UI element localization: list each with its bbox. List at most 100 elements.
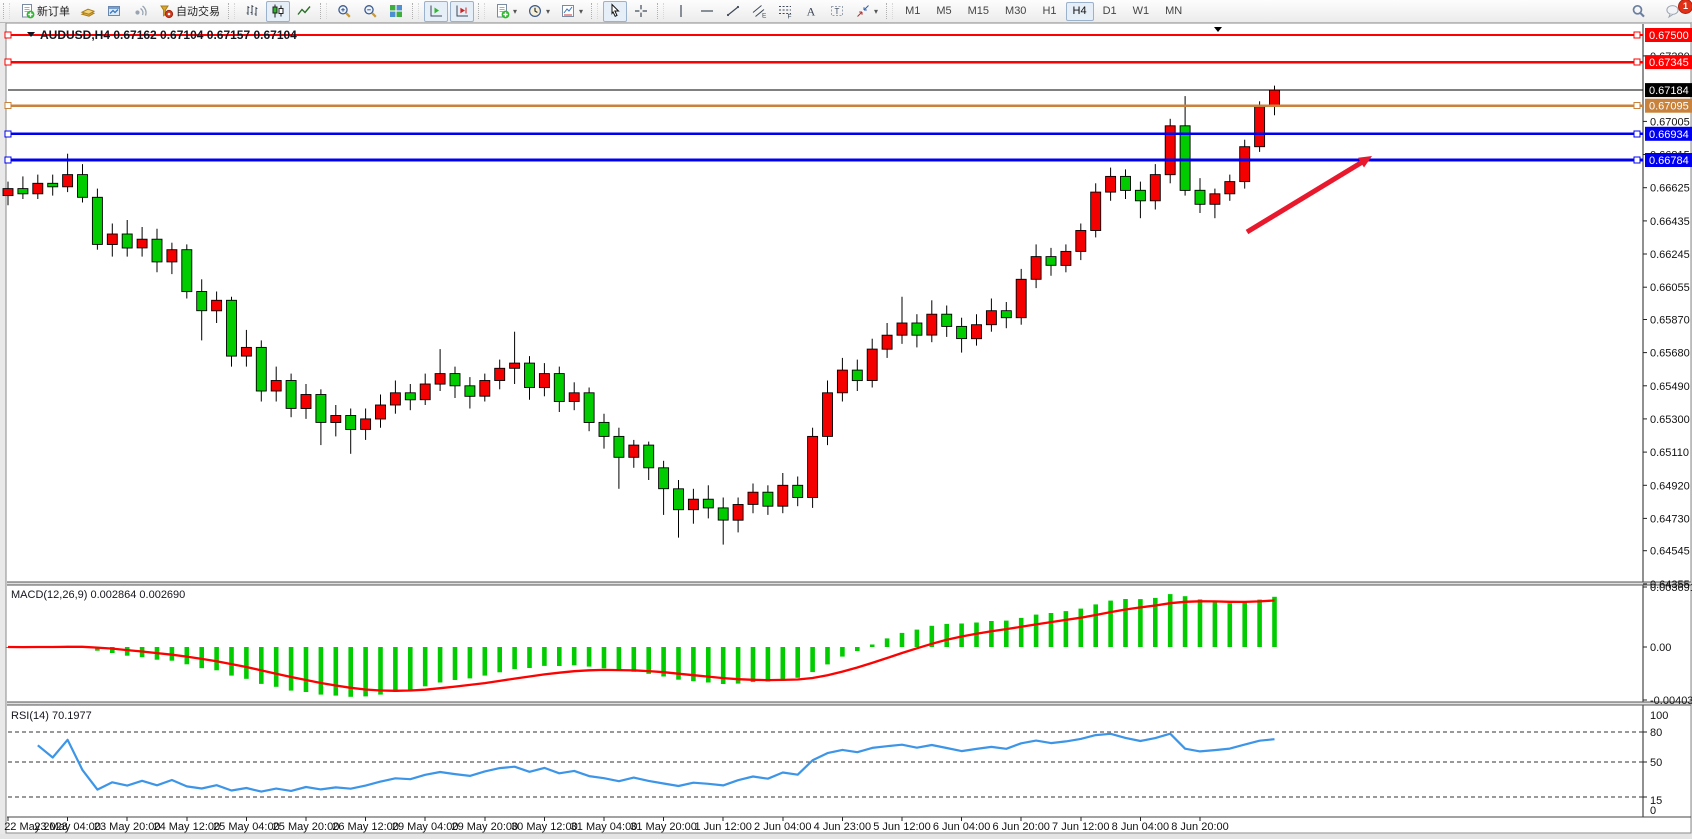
chart-shift-button[interactable] [424,0,448,22]
chart-window-button[interactable] [102,1,126,22]
chevron-down-icon[interactable]: ▾ [874,6,879,16]
bar-chart-button[interactable] [240,1,264,22]
auto-trading-button[interactable]: 自动交易 [154,1,224,22]
new-chart-icon [497,4,510,19]
bars-icon [246,5,258,16]
hline-handle [1633,58,1641,66]
rsi-axis: 100 80 50 150 [1643,710,1668,817]
horizontal-line-button[interactable] [695,1,719,22]
time-tick-label: 2 Jun 04:00 [754,821,812,833]
horizontal-line-objects[interactable] [4,31,1643,164]
price-tick-label: 0.64355 [1650,579,1690,591]
svg-text:50: 50 [1650,757,1662,769]
label-t-icon: T [831,6,844,16]
arrows-button[interactable]: ▾ [851,1,882,22]
new-order-button[interactable]: 新订单 [15,1,74,22]
timeframe-d1-button[interactable]: D1 [1102,5,1117,17]
time-tick-label: 29 May 20:00 [451,821,518,833]
time-tick-label: 8 Jun 04:00 [1112,821,1170,833]
zoom-out-button[interactable] [358,1,382,22]
toolbar-grip [320,3,327,19]
templates-button[interactable]: ▾ [556,1,587,22]
time-tick-label: 25 May 20:00 [273,821,340,833]
chat-notification-badge: 1 [1678,0,1692,14]
trend-arrow-annotation[interactable] [1245,156,1372,235]
price-tick-label: 0.66055 [1650,282,1690,294]
text-button[interactable]: A [799,1,823,22]
toolbar-grip [228,3,235,19]
price-tick-label: 0.64920 [1650,480,1690,492]
time-tick-label: 30 May 12:00 [511,821,578,833]
toolbar-grip [412,3,419,19]
template-icon [562,5,575,17]
zoom-in-button[interactable] [332,1,356,22]
chevron-down-icon[interactable]: ▾ [546,6,551,16]
svg-text:0: 0 [1650,805,1656,817]
time-tick-label: 6 Jun 20:00 [992,821,1050,833]
vertical-line-button[interactable] [669,1,693,22]
hline-handle [1633,156,1641,164]
price-tick-label: 0.66625 [1650,183,1690,195]
tile-windows-button[interactable] [384,1,408,22]
periods-button[interactable]: ▾ [523,1,554,22]
line-chart-icon [297,6,311,15]
new-chart-button[interactable]: ▾ [490,1,521,22]
timeframe-mn-button[interactable]: MN [1165,5,1183,17]
macd-axis: 0.003691 0.00 -0.004037 [1643,582,1692,707]
scroll-position-marker [1214,27,1222,32]
price-badge-label: 0.67095 [1649,101,1689,113]
time-tick-label: 26 May 12:00 [332,821,399,833]
equidistant-channel-button[interactable]: E [747,1,771,22]
time-tick-label: 25 May 04:00 [213,821,280,833]
marketwatch-button[interactable] [76,1,100,22]
search-icon [1632,4,1645,18]
chevron-down-icon[interactable]: ▾ [579,6,584,16]
time-tick-label: 31 May 20:00 [630,821,697,833]
timeframe-h4-button[interactable]: H4 [1065,1,1094,21]
price-tick-label: 0.66435 [1650,216,1690,228]
timeframe-m1-button[interactable]: M1 [905,5,921,17]
timeframe-m30-button[interactable]: M30 [1005,5,1027,17]
toolbar-grip [478,3,485,19]
clock-icon [529,4,542,18]
time-tick-label: 6 Jun 04:00 [933,821,991,833]
price-badge [1645,83,1692,98]
auto-scroll-button[interactable] [450,0,474,22]
line-chart-button[interactable] [292,1,316,22]
timeframe-h1-button[interactable]: H1 [1042,5,1057,17]
svg-text:F: F [788,14,792,20]
time-tick-label: 23 May 04:00 [34,821,101,833]
timeframe-w1-button[interactable]: W1 [1132,5,1150,17]
time-tick-label: 22 May 2023 [4,821,68,833]
chat-button[interactable]: 1 [1661,0,1692,22]
search-button[interactable] [1626,1,1650,22]
time-tick-label: 29 May 04:00 [392,821,459,833]
chart-window-frame [0,22,1692,839]
fibonacci-button[interactable]: F [773,1,797,22]
price-badge-label: 0.67184 [1649,85,1689,97]
svg-text:100: 100 [1650,710,1668,722]
toolbar-grip [657,3,665,19]
label-button[interactable]: T [825,1,849,22]
symbol-dropdown-icon[interactable] [27,32,35,37]
cursor-button[interactable] [603,0,628,22]
main-toolbar: 新订单 自动交易 ▾ ▾ ▾ E F A T ▾ M1 M5 M15 M30 H1 H4 D1 W1 MN 1 [0,0,1692,23]
price-tick-label: 0.65490 [1650,381,1690,393]
price-tick-label: 0.65870 [1650,315,1690,327]
chevron-down-icon[interactable]: ▾ [513,6,518,16]
zoom-in-icon [338,5,351,18]
timeframe-m15-button[interactable]: M15 [967,5,990,17]
vline-icon [680,5,682,17]
hline-handle [4,156,12,164]
timeframe-m5-button[interactable]: M5 [936,5,952,17]
candlestick-chart-button[interactable] [266,0,290,22]
svg-text:A: A [807,5,816,19]
signals-button[interactable] [128,1,152,22]
crosshair-button[interactable] [629,1,653,22]
trendline-button[interactable] [721,1,745,22]
price-axis[interactable]: 0.673800.670050.668150.666250.664350.662… [1643,28,1692,591]
book-icon [80,8,96,17]
